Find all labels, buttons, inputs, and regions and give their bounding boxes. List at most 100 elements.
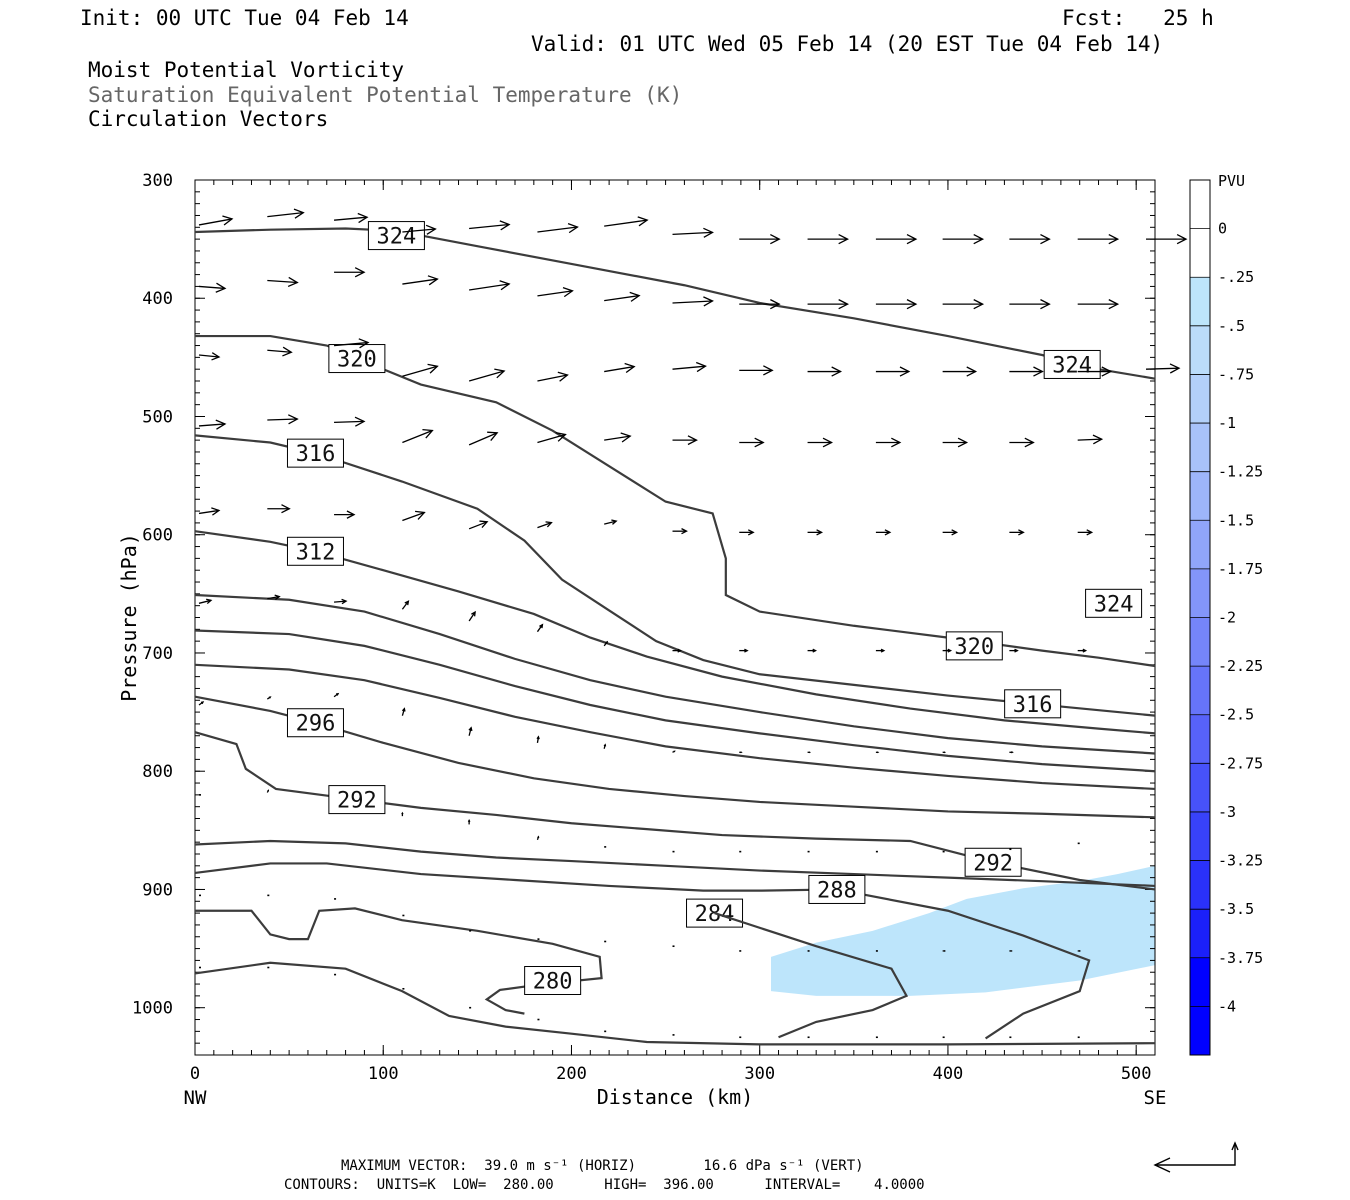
vector-arrowhead	[770, 299, 781, 310]
vector-arrowhead	[427, 275, 439, 286]
x-tick-label-300: 300	[744, 1064, 775, 1084]
contour-label-box	[1043, 349, 1101, 379]
vector-arrowhead	[876, 751, 880, 754]
colorbar-cell	[1190, 471, 1210, 521]
vector-arrowhead	[282, 346, 293, 357]
circulation-vector	[334, 341, 369, 347]
vector-arrowhead	[943, 751, 947, 754]
circulation-vector	[198, 285, 226, 290]
circulation-vector	[198, 218, 233, 226]
colorbar-label: -.5	[1218, 317, 1245, 335]
vector-arrowhead	[1169, 363, 1181, 374]
x-tick-label-400: 400	[933, 1064, 964, 1084]
colorbar-label: -.75	[1218, 365, 1254, 383]
colorbar-cell	[1190, 909, 1210, 958]
vector-arrowhead	[763, 365, 774, 376]
y-tick-label-300: 300	[142, 171, 173, 191]
vector-arrowhead	[287, 276, 299, 288]
colorbar-label: 0	[1218, 220, 1227, 238]
vector-arrowhead	[539, 623, 544, 629]
circulation-vector	[198, 509, 220, 515]
x-tick-label-100: 100	[368, 1064, 399, 1084]
vector-arrowhead	[740, 751, 743, 754]
y-tick-label-600: 600	[142, 526, 173, 546]
contour-label-320: 320	[337, 348, 377, 373]
vector-arrowhead	[1014, 648, 1019, 653]
vector-arrowhead	[831, 366, 843, 377]
vector-arrowhead	[747, 529, 755, 536]
vector-arrowhead	[467, 818, 471, 823]
colorbar-label: -1.5	[1218, 511, 1254, 529]
vector-arrowhead	[816, 529, 824, 536]
vector-arrowhead	[754, 437, 765, 448]
vector-arrowhead	[358, 338, 370, 349]
theta-es-contour-5	[194, 629, 1156, 773]
circulation-vector	[1077, 438, 1102, 441]
vector-arrowhead	[677, 648, 682, 653]
colorbar-cell	[1190, 180, 1210, 229]
contour-label-box	[945, 631, 1003, 661]
theta-es-contour-284	[195, 907, 603, 1015]
colorbar-label: -3	[1218, 803, 1236, 821]
vector-arrowhead	[499, 280, 511, 291]
vector-arrowhead	[401, 811, 404, 815]
vector-arrowhead	[357, 212, 369, 224]
y-tick-label-500: 500	[142, 407, 173, 427]
forecast-hour: Fcst: 25 h	[1062, 6, 1214, 30]
circulation-vector	[334, 420, 365, 424]
x-axis-label: Distance (km)	[597, 1085, 754, 1109]
reference-vector-head-v	[1231, 1141, 1239, 1151]
vector-arrowhead	[687, 435, 698, 446]
vector-arrowhead	[603, 743, 607, 747]
colorbar-label: -1.75	[1218, 560, 1263, 578]
vector-arrowhead	[880, 648, 886, 653]
circulation-vector	[198, 354, 220, 358]
colorbar-cell	[1190, 860, 1210, 910]
x-end-label-nw: NW	[184, 1087, 207, 1109]
title-theta-es: Saturation Equivalent Potential Temperat…	[88, 83, 683, 107]
contour-label-312: 312	[296, 540, 336, 565]
title-vectors: Circulation Vectors	[88, 107, 329, 131]
vector-arrowhead	[812, 648, 818, 653]
vector-arrowhead	[822, 437, 834, 448]
contour-label-box	[367, 221, 425, 251]
vector-arrowhead	[1108, 234, 1120, 245]
colorbar-label: -2.5	[1218, 706, 1254, 724]
colorbar-cell	[1190, 811, 1210, 861]
title-pv: Moist Potential Vorticity	[88, 58, 405, 82]
theta-es-contour-6	[194, 663, 1156, 791]
vector-arrowhead	[211, 352, 221, 361]
circulation-vector	[537, 226, 578, 233]
contour-label-284: 284	[695, 902, 735, 927]
circulation-vector	[537, 522, 552, 529]
colorbar-cell	[1190, 714, 1210, 764]
circulation-vector	[469, 283, 510, 291]
vector-arrowhead	[281, 504, 291, 514]
vector-arrowhead	[695, 361, 707, 373]
colorbar-label: -2	[1218, 609, 1236, 627]
vector-arrowhead	[427, 363, 439, 374]
circulation-vector	[267, 279, 298, 284]
x-tick-label-500: 500	[1121, 1064, 1152, 1084]
contour-label-316: 316	[296, 442, 336, 467]
circulation-vector	[536, 624, 543, 633]
vector-arrowhead	[471, 610, 476, 617]
colorbar-cell	[1190, 617, 1210, 667]
circulation-vector	[267, 212, 304, 218]
circulation-vector	[198, 423, 226, 427]
circulation-vector	[537, 433, 566, 444]
y-tick-label-800: 800	[142, 762, 173, 782]
contour-label-292: 292	[973, 851, 1013, 876]
y-tick-label-1000: 1000	[132, 999, 173, 1019]
vector-arrowhead	[838, 299, 850, 310]
vector-arrowhead	[1082, 648, 1088, 653]
theta-es-contour-4	[194, 593, 1156, 755]
vector-arrowhead	[1024, 437, 1035, 448]
vector-arrowhead	[404, 600, 410, 606]
vector-arrowhead	[287, 414, 299, 425]
vector-arrowhead	[966, 366, 978, 377]
vector-arrowhead	[673, 750, 676, 753]
vector-arrowhead	[346, 510, 356, 519]
vector-arrowhead	[1010, 950, 1013, 952]
vector-arrowhead	[215, 419, 227, 430]
